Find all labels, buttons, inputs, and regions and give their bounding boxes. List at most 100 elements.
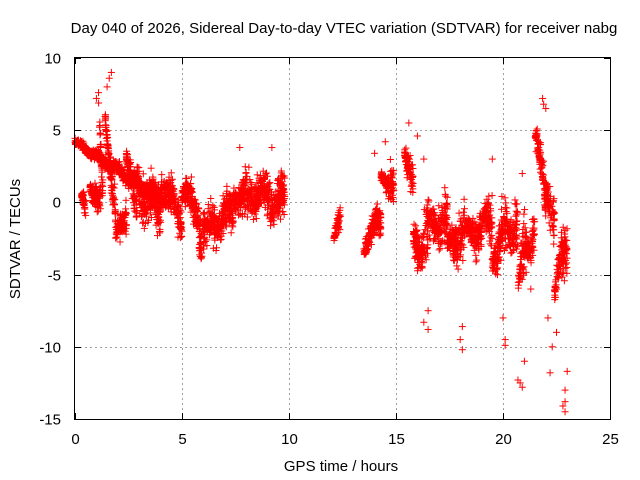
data-point: [563, 263, 571, 271]
data-point: [97, 144, 105, 152]
data-point: [485, 192, 493, 200]
data-point: [548, 343, 556, 351]
data-point: [488, 155, 496, 163]
data-point: [460, 205, 468, 213]
y-tick-label: -15: [39, 412, 61, 429]
data-points: [71, 68, 571, 416]
data-point: [441, 184, 449, 192]
data-point: [501, 194, 509, 202]
data-point: [488, 192, 496, 200]
data-point: [88, 187, 96, 195]
data-point: [119, 169, 127, 177]
data-point: [79, 197, 87, 205]
y-axis-label: SDTVAR / TECUs: [7, 179, 24, 299]
data-point: [405, 119, 413, 127]
data-point: [386, 155, 394, 163]
data-point: [456, 336, 464, 344]
x-tick-label: 5: [178, 431, 186, 448]
data-point: [371, 149, 379, 157]
data-point: [227, 229, 235, 237]
data-point: [381, 138, 389, 146]
data-point: [140, 224, 148, 232]
data-point: [518, 170, 526, 178]
data-point: [96, 129, 104, 137]
data-point: [268, 144, 276, 152]
data-point: [82, 211, 90, 219]
data-point: [97, 161, 105, 169]
data-point: [501, 341, 509, 349]
data-point: [499, 314, 507, 322]
data-point: [89, 146, 97, 154]
y-tick-label: -10: [39, 340, 61, 357]
data-point: [472, 258, 480, 266]
x-tick-label: 20: [495, 431, 512, 448]
data-point: [99, 176, 107, 184]
data-point: [77, 143, 85, 151]
chart-title: Day 040 of 2026, Sidereal Day-to-day VTE…: [71, 20, 618, 37]
data-point: [102, 134, 110, 142]
data-point: [89, 189, 97, 197]
data-point: [513, 208, 521, 216]
data-point: [122, 196, 130, 204]
data-point: [87, 155, 95, 163]
data-point: [91, 179, 99, 187]
y-tick-label: -5: [48, 268, 61, 285]
data-point: [520, 220, 528, 228]
data-point: [97, 151, 105, 159]
y-tick-label: 5: [53, 123, 61, 140]
data-point: [147, 164, 155, 172]
data-point: [458, 346, 466, 354]
data-point: [563, 367, 571, 375]
data-point: [498, 192, 506, 200]
x-tick-label: 10: [281, 431, 298, 448]
data-point: [183, 175, 191, 183]
data-point: [424, 307, 432, 315]
data-point: [79, 191, 87, 199]
y-tick-label: 0: [53, 195, 61, 212]
data-point: [513, 200, 521, 208]
data-point: [200, 209, 208, 217]
data-point: [520, 210, 528, 218]
data-point: [81, 148, 89, 156]
data-point: [207, 194, 215, 202]
data-point: [111, 209, 119, 217]
data-point: [473, 256, 481, 264]
data-point: [98, 173, 106, 181]
data-point: [116, 238, 124, 246]
x-tick-label: 0: [71, 431, 79, 448]
data-point: [373, 200, 381, 208]
data-point: [460, 195, 468, 203]
data-point: [96, 121, 104, 129]
data-point: [553, 328, 560, 336]
data-point: [424, 325, 432, 333]
data-point: [559, 223, 567, 231]
data-point: [511, 196, 519, 204]
x-tick-label: 15: [388, 431, 405, 448]
data-point: [546, 369, 554, 377]
data-point: [93, 208, 101, 216]
data-point: [544, 314, 552, 322]
data-point: [94, 188, 102, 196]
data-point: [81, 205, 89, 213]
data-point: [91, 197, 99, 205]
data-point: [242, 169, 250, 177]
data-point: [561, 386, 569, 394]
data-point: [95, 99, 103, 107]
data-point: [420, 318, 428, 326]
x-tick-label: 25: [602, 431, 619, 448]
data-point: [98, 168, 106, 176]
data-point: [106, 153, 114, 161]
data-point: [93, 190, 101, 198]
data-point: [106, 154, 114, 162]
data-point: [402, 144, 410, 152]
data-point: [520, 357, 528, 365]
data-point: [223, 182, 231, 190]
data-point: [92, 183, 100, 191]
data-point: [93, 155, 101, 163]
data-point: [115, 163, 123, 171]
data-point: [503, 204, 511, 212]
data-point: [550, 232, 558, 240]
data-point: [454, 265, 462, 273]
data-point: [95, 198, 103, 206]
